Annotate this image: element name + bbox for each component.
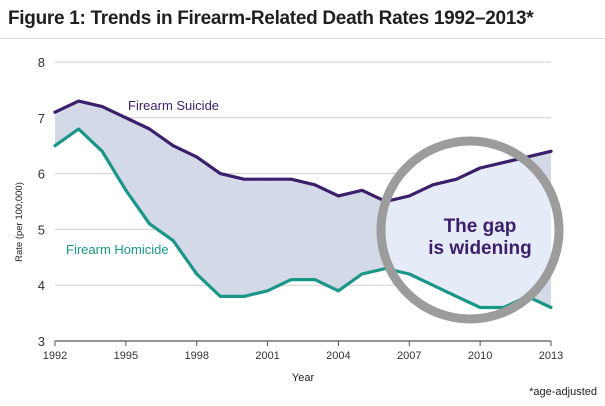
data-point-homicide [101,150,104,153]
x-axis-label: Year [292,372,315,384]
x-tick-label: 1995 [114,350,138,362]
x-tick-label: 2010 [468,350,492,362]
magnifier-suicide-line [381,141,552,204]
annotation-line-2: is widening [428,238,531,259]
y-tick-label: 5 [38,222,45,237]
data-point-suicide [195,155,198,159]
data-point-homicide [266,289,269,292]
chart-title: Figure 1: Trends in Firearm-Related Deat… [8,8,534,29]
series-label-suicide: Firearm Suicide [128,98,219,113]
y-tick-label: 8 [38,55,45,70]
data-point-suicide [266,177,269,181]
x-tick-label: 2001 [255,350,279,362]
data-point-suicide [313,183,317,186]
data-point-homicide [195,272,198,276]
data-point-suicide [124,116,128,120]
series-label-homicide: Firearm Homicide [66,242,169,257]
magnifier-gap-area [381,141,551,308]
y-tick-label: 3 [38,334,45,349]
data-point-homicide [148,222,151,226]
data-point-homicide [77,127,80,131]
data-point-homicide [549,306,553,309]
data-point-suicide [77,99,80,103]
data-point-homicide [219,295,222,298]
data-point-homicide [53,144,57,147]
data-point-suicide [219,172,222,175]
x-tick-label: 2013 [539,350,563,362]
x-tick-label: 1998 [184,350,208,362]
data-point-homicide [171,239,175,242]
annotation-line-1: The gap [444,216,517,237]
magnifier-callout: The gap is widening [376,136,564,324]
footnote: *age-adjusted [529,386,597,398]
data-point-suicide [360,189,364,192]
data-point-homicide [289,278,293,281]
data-point-homicide [337,289,340,292]
data-point-suicide [171,144,175,147]
data-point-homicide [313,278,317,281]
data-point-suicide [337,194,340,198]
data-point-homicide [124,189,128,192]
magnifier-ring [376,136,564,324]
x-tick-label: 2007 [397,350,421,362]
data-point-homicide [242,295,246,298]
title-divider [0,38,605,39]
data-point-homicide [360,272,364,276]
x-tick-label: 1992 [43,350,67,362]
x-tick-label: 2004 [326,350,350,362]
data-point-suicide [53,111,57,114]
data-point-suicide [289,177,293,181]
y-tick-label: 7 [38,111,45,126]
data-point-suicide [148,127,151,131]
y-tick-label: 6 [38,167,45,182]
data-point-suicide [242,177,246,181]
y-tick-label: 4 [38,278,45,293]
magnifier-homicide-line [381,141,552,310]
data-point-suicide [549,150,553,153]
data-point-suicide [101,105,104,108]
axes: 3 4 5 6 7 8 1992 1995 1998 2001 2004 2007 2010 2013 [38,55,563,362]
y-axis-label: Rate (per 100,000) [14,182,25,262]
